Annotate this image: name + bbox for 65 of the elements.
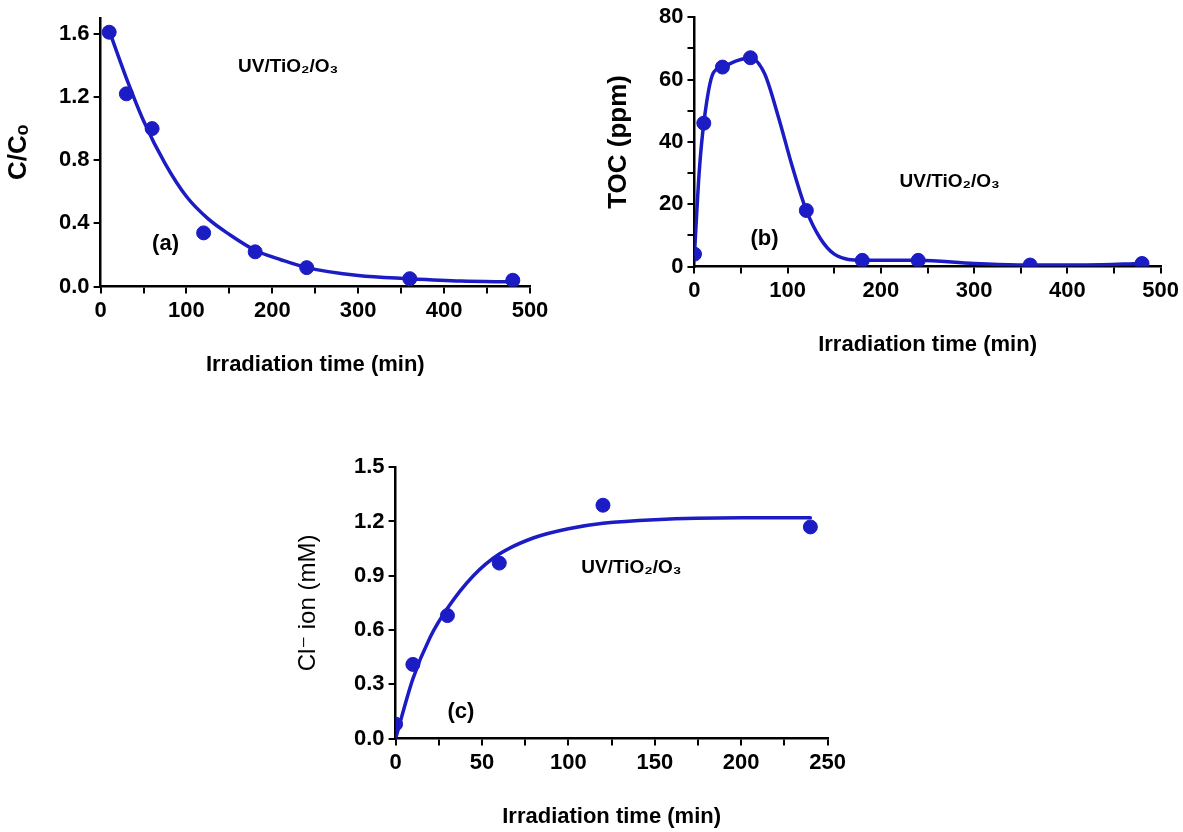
point	[595, 497, 611, 513]
y-tick-label: 80	[658, 3, 684, 29]
y-axis-title: C/Cₒ	[2, 124, 33, 181]
x-tick-label: 300	[955, 276, 993, 302]
y-tick-label: 0	[671, 252, 684, 278]
y-tick-label: 0.6	[353, 616, 385, 642]
x-tick-label: 50	[469, 748, 495, 774]
y-axis-title: Cl⁻ ion (mM)	[292, 534, 320, 672]
point	[696, 115, 712, 131]
x-tick-label: 0	[389, 748, 402, 774]
point	[491, 555, 507, 571]
x-tick-label: 250	[809, 748, 847, 774]
point	[405, 656, 421, 672]
x-tick-label: 300	[339, 296, 377, 322]
x-tick-label: 100	[168, 296, 205, 322]
y-tick-label: 0.0	[58, 272, 90, 298]
x-tick-label: 100	[550, 748, 587, 774]
y-tick-label: 1.2	[58, 83, 90, 109]
x-tick-label: 400	[425, 296, 463, 322]
annotation: (b)	[750, 225, 779, 251]
annotation: UV/TiO₂/O₃	[899, 170, 1000, 192]
x-axis-title: Irradiation time (min)	[205, 351, 425, 377]
point	[742, 50, 758, 66]
y-tick-label: 1.5	[353, 453, 385, 479]
point	[196, 225, 212, 241]
y-tick-label: 40	[658, 127, 684, 153]
y-tick-label: 60	[658, 65, 684, 91]
point	[402, 271, 418, 287]
y-tick-label: 0.4	[58, 209, 91, 235]
point	[144, 121, 160, 137]
point	[714, 59, 730, 75]
point	[439, 608, 455, 624]
y-tick-label: 0.3	[353, 670, 385, 696]
point	[910, 252, 926, 267]
point	[802, 519, 818, 535]
y-axis-title: TOC (ppm)	[602, 74, 633, 209]
x-tick-label: 500	[1142, 276, 1180, 302]
y-tick-label: 1.2	[353, 507, 385, 533]
annotation: UV/TiO₂/O₃	[581, 555, 682, 577]
x-tick-label: 200	[253, 296, 291, 322]
x-tick-label: 100	[769, 276, 807, 302]
point	[505, 272, 521, 287]
annotation: UV/TiO₂/O₃	[238, 54, 339, 76]
x-tick-label: 0	[688, 276, 701, 302]
annotation: (a)	[152, 229, 179, 255]
y-tick-label: 20	[658, 190, 684, 216]
point	[299, 260, 315, 276]
point	[118, 86, 134, 102]
x-axis-title: Irradiation time (min)	[502, 803, 722, 829]
point	[247, 244, 263, 260]
x-tick-label: 400	[1049, 276, 1086, 302]
x-tick-label: 500	[511, 296, 549, 322]
y-tick-label: 1.6	[58, 19, 90, 45]
annotation: (c)	[447, 697, 475, 723]
x-tick-label: 200	[722, 748, 760, 774]
point	[798, 202, 814, 218]
x-tick-label: 0	[94, 296, 107, 322]
point	[101, 24, 117, 40]
y-tick-label: 0.8	[58, 146, 90, 172]
y-tick-label: 0.0	[353, 724, 385, 750]
point	[854, 252, 870, 267]
x-axis-title: Irradiation time (min)	[818, 331, 1037, 357]
x-tick-label: 150	[636, 748, 674, 774]
y-tick-label: 0.9	[353, 561, 385, 587]
x-tick-label: 200	[862, 276, 900, 302]
